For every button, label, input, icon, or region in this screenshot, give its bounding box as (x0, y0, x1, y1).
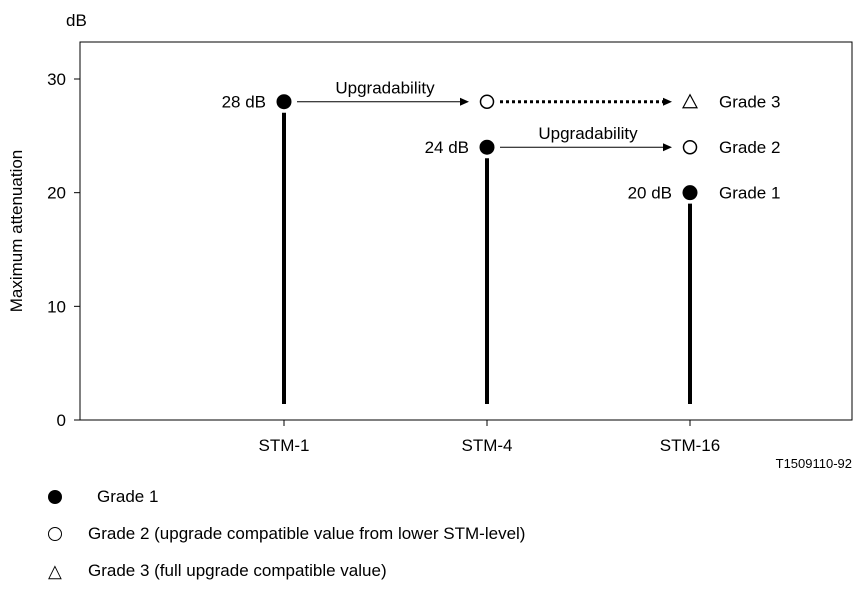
grade-3-point (681, 93, 699, 109)
x-tick-label: STM-16 (660, 436, 720, 455)
upgrade-arrow-head (460, 97, 469, 106)
grade-2-point (682, 139, 698, 155)
grade-1-point (479, 139, 495, 155)
grade-2-point (479, 94, 495, 109)
grade-label: Grade 3 (719, 93, 780, 112)
plot-area: 0 10 20 30 STM-1 STM-4 STM-16 Upgradability Upgr… (47, 41, 853, 455)
y-tick-label: 0 (57, 411, 66, 430)
reference-code: T1509110-92 (776, 456, 852, 471)
unit-label: dB (66, 11, 87, 30)
upgrade-arrow-head (663, 97, 672, 106)
x-tick-label: STM-4 (462, 436, 513, 455)
point-value-label: 28 dB (222, 93, 266, 112)
y-tick-label: 10 (47, 297, 66, 316)
grade-1-point (276, 94, 292, 110)
y-axis-label: Maximum attenuation (7, 150, 26, 313)
upgrade-label: Upgradability (538, 124, 638, 143)
point-value-label: 24 dB (425, 138, 469, 157)
y-tick-label: 30 (47, 70, 66, 89)
grade-label: Grade 2 (719, 138, 780, 157)
upgrade-label: Upgradability (335, 79, 435, 98)
point-value-label: 20 dB (628, 184, 672, 203)
y-tick-label: 20 (47, 184, 66, 203)
x-tick-label: STM-1 (259, 436, 310, 455)
grade-1-point (682, 185, 698, 201)
plot-frame (79, 41, 853, 421)
upgrade-arrow-head (663, 143, 672, 152)
grade-label: Grade 1 (719, 184, 780, 203)
